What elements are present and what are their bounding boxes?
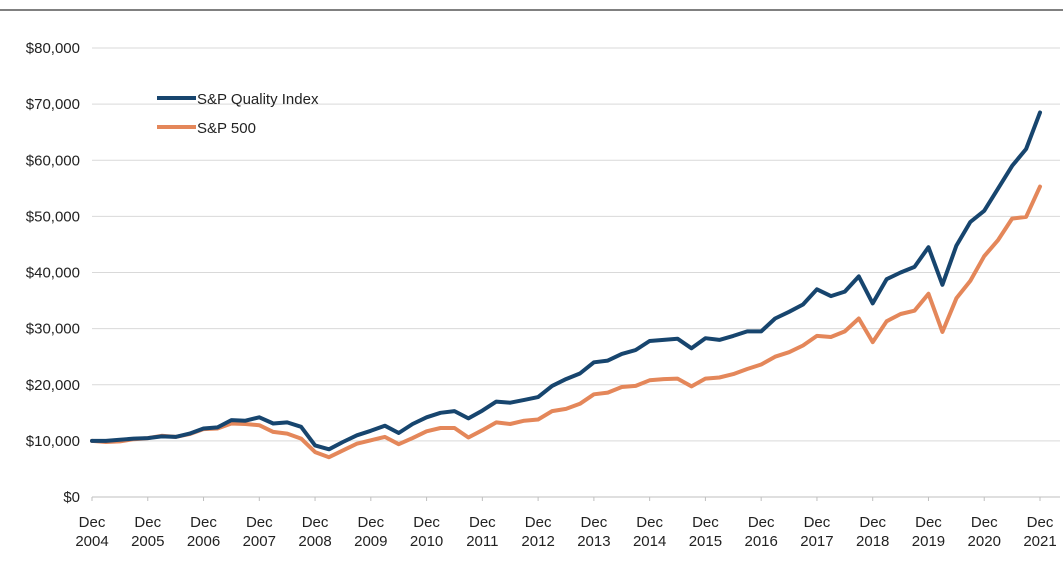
x-tick-label: Dec 2006 (187, 514, 220, 550)
y-tick-label: $10,000 (26, 433, 80, 450)
x-tick-label: Dec 2009 (354, 514, 387, 550)
y-tick-label: $50,000 (26, 208, 80, 225)
x-tick-label: Dec 2010 (410, 514, 443, 550)
series-line (90, 184, 1042, 460)
legend-label: S&P 500 (197, 120, 256, 137)
x-tick-label: Dec 2016 (744, 514, 777, 550)
x-tick-label: Dec 2015 (689, 514, 722, 550)
y-tick-label: $40,000 (26, 265, 80, 282)
x-tick-label: Dec 2018 (856, 514, 889, 550)
series-line (90, 110, 1042, 452)
y-tick-label: $60,000 (26, 152, 80, 169)
y-tick-label: $20,000 (26, 377, 80, 394)
legend-label: S&P Quality Index (197, 91, 319, 108)
x-tick-label: Dec 2017 (800, 514, 833, 550)
x-tick-label: Dec 2008 (298, 514, 331, 550)
x-tick-label: Dec 2020 (968, 514, 1001, 550)
x-tick-label: Dec 2012 (521, 514, 554, 550)
x-tick-label: Dec 2014 (633, 514, 666, 550)
x-tick-label: Dec 2019 (912, 514, 945, 550)
y-tick-label: $30,000 (26, 321, 80, 338)
x-tick-label: Dec 2005 (131, 514, 164, 550)
x-tick-label: Dec 2004 (75, 514, 108, 550)
y-tick-label: $0 (63, 489, 80, 506)
x-tick-label: Dec 2007 (243, 514, 276, 550)
x-tick-label: Dec 2011 (466, 514, 498, 550)
y-tick-label: $80,000 (26, 40, 80, 57)
x-tick-label: Dec 2021 (1023, 514, 1056, 550)
x-tick-label: Dec 2013 (577, 514, 610, 550)
y-tick-label: $70,000 (26, 96, 80, 113)
